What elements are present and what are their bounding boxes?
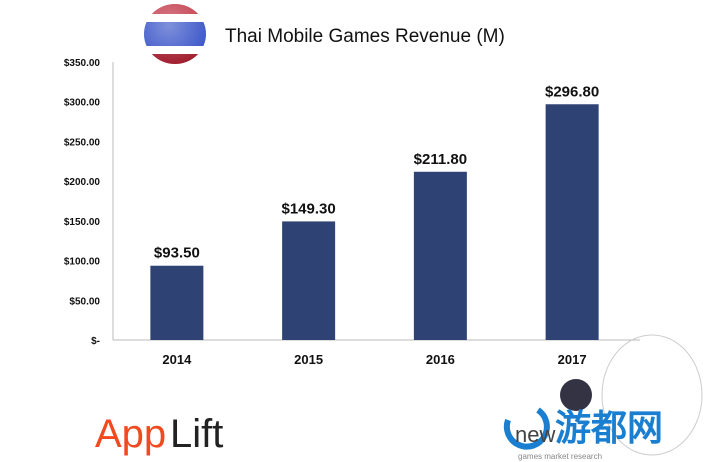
y-tick-label: $50.00 <box>69 296 100 307</box>
svg-text:游都网: 游都网 <box>555 407 663 448</box>
thai-flag-icon <box>144 4 206 64</box>
x-tick-label: 2016 <box>426 352 455 367</box>
svg-text:new: new <box>515 422 555 447</box>
y-tick-label: $250.00 <box>64 137 101 148</box>
svg-text:App: App <box>95 412 166 456</box>
bar-2014 <box>150 265 204 340</box>
newzoo-logo: new games market research <box>503 379 602 461</box>
y-tick-label: $- <box>91 336 100 347</box>
svg-text:Lift: Lift <box>170 412 223 456</box>
y-tick-label: $300.00 <box>64 98 101 109</box>
x-tick-label: 2015 <box>294 352 323 367</box>
x-tick-label: 2017 <box>558 352 587 367</box>
y-tick-label: $100.00 <box>64 257 101 268</box>
applift-logo: App Lift <box>95 412 223 456</box>
data-label: $149.30 <box>282 200 336 217</box>
svg-text:games market research: games market research <box>518 452 602 461</box>
watermark-logo: 游都网 <box>555 334 703 456</box>
chart-title: Thai Mobile Games Revenue (M) <box>225 26 505 47</box>
y-tick-label: $200.00 <box>64 177 101 188</box>
y-tick-label: $150.00 <box>64 217 101 228</box>
x-tick-label: 2014 <box>162 352 192 367</box>
data-label: $211.80 <box>414 151 467 168</box>
bar-2015 <box>282 221 336 340</box>
bar-2017 <box>545 104 599 340</box>
data-label: $93.50 <box>154 245 200 262</box>
bar-2016 <box>413 171 467 340</box>
y-tick-label: $350.00 <box>64 58 101 69</box>
data-label: $296.80 <box>545 83 599 100</box>
